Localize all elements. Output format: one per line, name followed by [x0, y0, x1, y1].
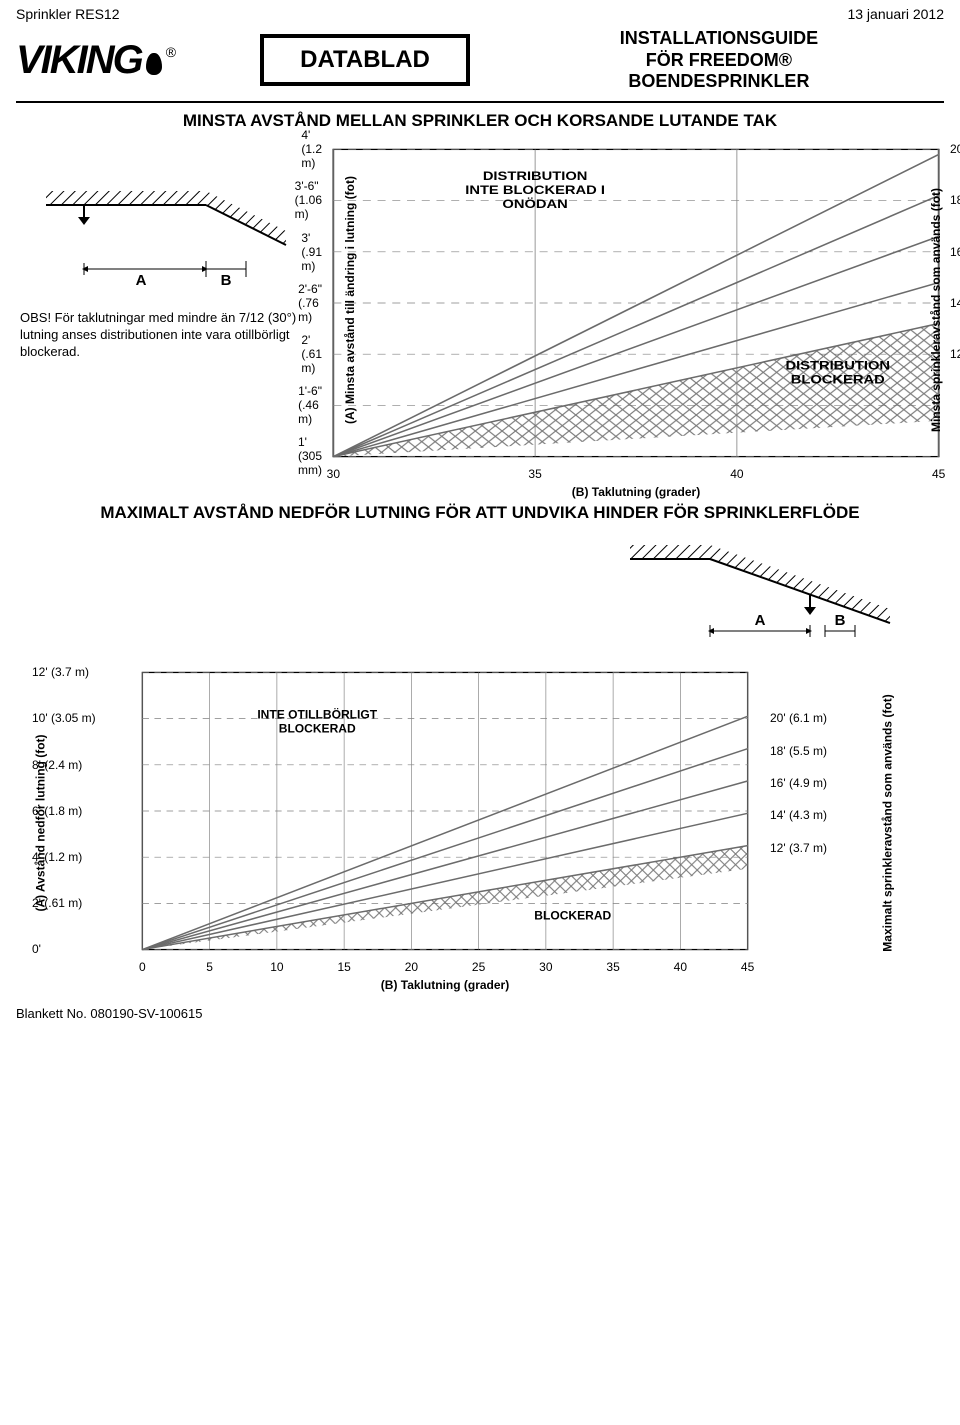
xtick: 5 [206, 956, 213, 974]
svg-text:BLOCKERAD: BLOCKERAD [791, 373, 885, 386]
xtick: 40 [674, 956, 687, 974]
chart2-yrlabel: Maximalt sprinkleravstånd som används (f… [880, 694, 894, 951]
ytick: 3' (.91 m) [301, 231, 328, 273]
datablad-box: DATABLAD [260, 34, 470, 86]
ytick-r: 18' (5.5 m) [944, 193, 960, 207]
svg-text:B: B [835, 612, 846, 629]
chart2-xlabel: (B) Taklutning (grader) [381, 956, 509, 992]
svg-text:ONÖDAN: ONÖDAN [502, 197, 567, 210]
chart1-plot: (A) Minsta avstånd till ändring i lutnin… [328, 143, 944, 463]
xtick: 40 [730, 463, 743, 481]
header-right: 13 januari 2012 [847, 6, 944, 22]
xtick: 10 [270, 956, 283, 974]
ytick: 2' (.61 m) [32, 896, 82, 910]
viking-logo: VIKING ® [16, 38, 176, 83]
svg-text:DISTRIBUTION: DISTRIBUTION [785, 359, 890, 372]
ytick: 2'-6" (.76 m) [298, 282, 328, 324]
chart2-plot: INTE OTILLBÖRLIGTBLOCKERADBLOCKERAD 0510… [138, 666, 752, 956]
svg-text:BLOCKERAD: BLOCKERAD [534, 908, 611, 922]
logo-text: VIKING [16, 38, 142, 83]
ytick: 4' (1.2 m) [301, 128, 328, 170]
svg-text:DISTRIBUTION: DISTRIBUTION [483, 169, 588, 182]
ytick: 0' [32, 942, 41, 956]
chart1-yrlabel: Minsta sprinkleravstånd som används (fot… [929, 188, 943, 432]
svg-text:BLOCKERAD: BLOCKERAD [279, 721, 356, 735]
ytick: 10' (3.05 m) [32, 711, 96, 725]
label-A: A [136, 272, 147, 289]
install-guide: INSTALLATIONSGUIDE FÖR FREEDOM® BOENDESP… [494, 28, 944, 93]
chart2-svg: INTE OTILLBÖRLIGTBLOCKERADBLOCKERAD [138, 666, 752, 956]
label-B: B [221, 272, 232, 289]
xtick: 30 [539, 956, 552, 974]
xtick: 45 [741, 956, 754, 974]
ytick: 6' (1.8 m) [32, 804, 82, 818]
xtick: 30 [327, 463, 340, 481]
ytick-r: 14' (4.3 m) [944, 296, 960, 310]
ytick: 2' (.61 m) [301, 333, 328, 375]
chart1-area: A B OBS! För taklutningar med mindre än … [16, 143, 944, 463]
divider [16, 101, 944, 103]
note-text: OBS! För taklutningar med mindre än 7/12… [16, 306, 316, 365]
ytick-r: 14' (4.3 m) [770, 808, 827, 822]
xtick: 35 [528, 463, 541, 481]
ytick-r: 16' (4.9 m) [770, 776, 827, 790]
ytick-r: 18' (5.5 m) [770, 744, 827, 758]
section2-title: MAXIMALT AVSTÅND NEDFÖR LUTNING FÖR ATT … [16, 503, 944, 523]
chart1-xlabel: (B) Taklutning (grader) [572, 463, 700, 499]
xtick: 0 [139, 956, 146, 974]
ytick-r: 20' (6.1 m) [770, 711, 827, 725]
drop-icon [146, 53, 162, 75]
svg-text:INTE OTILLBÖRLIGT: INTE OTILLBÖRLIGT [257, 707, 377, 722]
ytick-r: 16' (4.9 m) [944, 245, 960, 259]
ytick: 12' (3.7 m) [32, 665, 89, 679]
header-left: Sprinkler RES12 [16, 6, 120, 22]
logo-row: VIKING ® DATABLAD INSTALLATIONSGUIDE FÖR… [0, 24, 960, 99]
xtick: 35 [606, 956, 619, 974]
ytick-r: 12' (3.7 m) [944, 347, 960, 361]
ab-diagram-2: A B [0, 535, 960, 648]
chart2-area: (A) Avstånd nedför lutning (fot) 12' (3.… [16, 666, 944, 956]
ytick: 4' (1.2 m) [32, 850, 82, 864]
ytick-r: 20' (6.1 m) [944, 142, 960, 156]
svg-text:INTE BLOCKERAD I: INTE BLOCKERAD I [465, 183, 605, 196]
ytick: 8' (2.4 m) [32, 758, 82, 772]
ab-diagram-1: A B [16, 173, 316, 296]
chart1-ylabel: (A) Minsta avstånd till ändring i lutnin… [343, 176, 357, 424]
ytick: 3'-6" (1.06 m) [295, 179, 328, 221]
ytick: 1'-6" (.46 m) [298, 384, 328, 426]
logo-reg: ® [166, 44, 176, 60]
ytick: 1' (305 mm) [298, 435, 328, 477]
xtick: 15 [337, 956, 350, 974]
xtick: 45 [932, 463, 945, 481]
svg-text:A: A [755, 612, 766, 629]
doc-header: Sprinkler RES12 13 januari 2012 [0, 0, 960, 24]
ytick-r: 12' (3.7 m) [770, 841, 827, 855]
section1-title: MINSTA AVSTÅND MELLAN SPRINKLER OCH KORS… [16, 111, 944, 131]
chart1-svg: DISTRIBUTIONINTE BLOCKERAD IONÖDANDISTRI… [328, 143, 944, 463]
